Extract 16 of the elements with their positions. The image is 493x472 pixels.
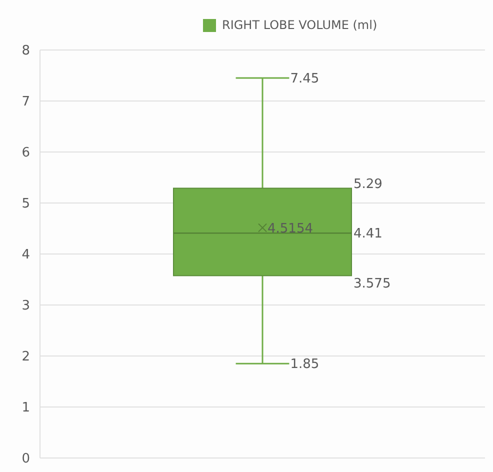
y-tick-label: 5 [22, 196, 30, 212]
y-tick-label: 0 [22, 452, 30, 467]
annotation: 7.45 [290, 72, 320, 87]
annotation: 3.575 [354, 276, 391, 292]
y-tick-label: 2 [22, 350, 30, 365]
y-tick-label: 8 [22, 44, 30, 59]
legend-label: RIGHT LOBE VOLUME (ml) [222, 18, 378, 32]
y-tick-label: 1 [22, 400, 30, 416]
y-tick-label: 4 [22, 248, 30, 263]
y-tick-label: 6 [22, 146, 30, 161]
annotation: 1.85 [290, 357, 320, 372]
y-tick-label: 7 [22, 94, 30, 110]
annotation: 5.29 [354, 177, 382, 192]
annotation: 4.5154 [268, 221, 313, 236]
y-tick-label: 3 [22, 298, 30, 314]
annotation: 4.41 [354, 226, 382, 242]
